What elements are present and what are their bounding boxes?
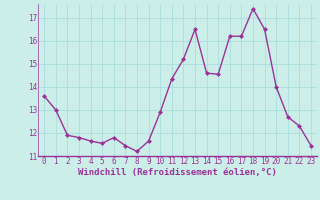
X-axis label: Windchill (Refroidissement éolien,°C): Windchill (Refroidissement éolien,°C) (78, 168, 277, 177)
